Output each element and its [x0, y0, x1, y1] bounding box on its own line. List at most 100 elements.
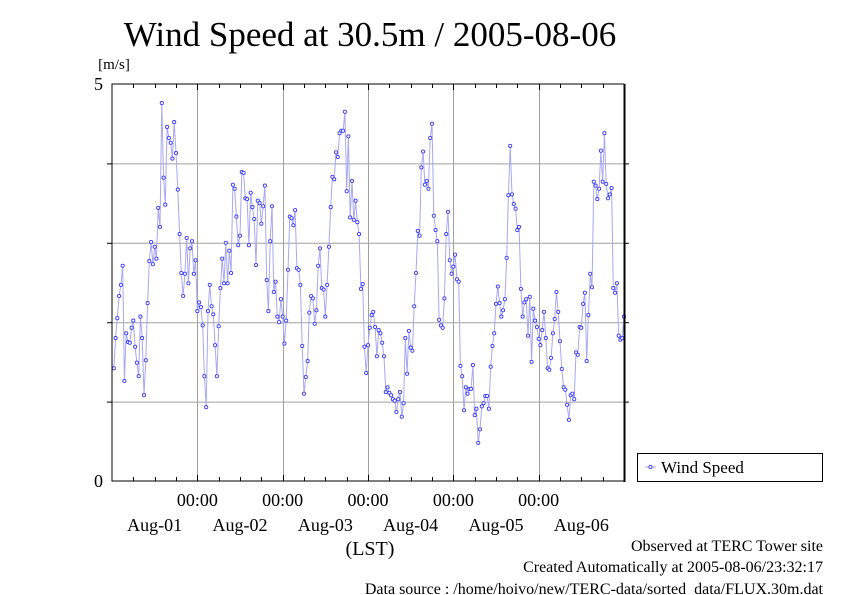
data-point — [234, 214, 239, 219]
data-point — [252, 216, 257, 222]
y-axis-label: [m/s] — [98, 57, 130, 73]
data-point — [250, 205, 255, 210]
data-point — [131, 318, 136, 323]
data-point — [300, 343, 305, 349]
data-point — [490, 343, 495, 349]
data-point — [588, 271, 593, 276]
x-time-label: 00:00 — [433, 490, 474, 510]
data-point — [129, 325, 134, 330]
data-point — [138, 314, 143, 319]
data-point — [282, 341, 287, 346]
data-point — [449, 271, 454, 276]
x-date-label: Aug-01 — [127, 515, 182, 535]
data-point — [513, 206, 518, 211]
data-point — [540, 328, 545, 333]
data-point — [552, 316, 557, 322]
data-point — [413, 270, 419, 276]
data-point — [364, 370, 369, 376]
data-point — [202, 374, 207, 379]
data-point — [284, 318, 289, 323]
data-point — [241, 170, 246, 175]
data-point — [298, 282, 303, 287]
data-point — [547, 367, 552, 372]
data-point — [225, 281, 230, 286]
data-point — [310, 296, 315, 301]
data-point — [403, 336, 408, 341]
data-point — [380, 340, 385, 345]
data-point — [124, 331, 129, 336]
data-point — [461, 408, 467, 413]
data-point — [120, 263, 125, 268]
data-point — [472, 413, 477, 418]
data-point — [213, 343, 218, 348]
data-point — [598, 148, 603, 153]
data-point — [170, 156, 175, 161]
data-point — [431, 213, 436, 218]
data-point — [365, 343, 371, 348]
data-point — [293, 208, 298, 213]
data-point — [595, 197, 600, 202]
data-point — [140, 336, 145, 341]
data-point — [193, 258, 198, 263]
data-point — [261, 204, 266, 209]
data-point — [469, 386, 474, 391]
data-point — [426, 186, 431, 191]
data-point — [172, 120, 177, 125]
data-point — [504, 255, 509, 260]
data-point — [597, 186, 602, 191]
data-point — [134, 360, 139, 365]
data-point — [508, 143, 513, 148]
data-point — [150, 262, 155, 267]
data-point — [175, 187, 180, 192]
data-point — [221, 281, 227, 286]
data-point — [435, 239, 440, 244]
data-point — [570, 391, 575, 396]
data-point — [207, 282, 212, 287]
data-point — [515, 228, 520, 233]
data-point — [156, 205, 161, 210]
data-point — [358, 286, 363, 291]
data-point — [620, 336, 625, 341]
data-point — [141, 393, 147, 398]
data-point — [152, 244, 157, 249]
data-point — [495, 284, 500, 289]
data-point — [218, 286, 223, 291]
data-point — [479, 404, 484, 409]
data-point — [127, 340, 132, 345]
data-point — [451, 264, 456, 269]
data-point — [488, 364, 493, 369]
data-point — [529, 359, 534, 364]
data-point — [389, 393, 394, 398]
data-point — [581, 301, 586, 306]
data-point — [392, 398, 397, 403]
x-date-label: Aug-03 — [298, 515, 353, 535]
data-point — [447, 258, 452, 263]
data-point — [271, 289, 276, 295]
data-point — [572, 397, 577, 402]
data-point — [165, 124, 170, 129]
data-point — [367, 325, 372, 330]
data-point — [262, 183, 267, 188]
data-point — [296, 267, 301, 272]
data-point — [486, 406, 491, 411]
data-point — [444, 232, 449, 237]
data-point — [113, 336, 118, 341]
data-point — [179, 270, 184, 276]
data-point — [563, 387, 568, 392]
data-point — [335, 154, 340, 160]
data-point — [401, 401, 406, 406]
data-point — [195, 309, 200, 314]
data-point — [541, 309, 547, 314]
data-point — [476, 440, 481, 445]
data-point — [204, 405, 209, 410]
data-point — [582, 290, 587, 295]
data-point — [442, 296, 447, 301]
data-point — [609, 185, 614, 191]
data-point — [166, 135, 171, 141]
data-point — [586, 313, 591, 318]
data-point — [460, 374, 465, 379]
data-point — [118, 282, 123, 287]
site-note: Observed at TERC Tower site — [631, 538, 823, 555]
data-point — [463, 385, 468, 390]
